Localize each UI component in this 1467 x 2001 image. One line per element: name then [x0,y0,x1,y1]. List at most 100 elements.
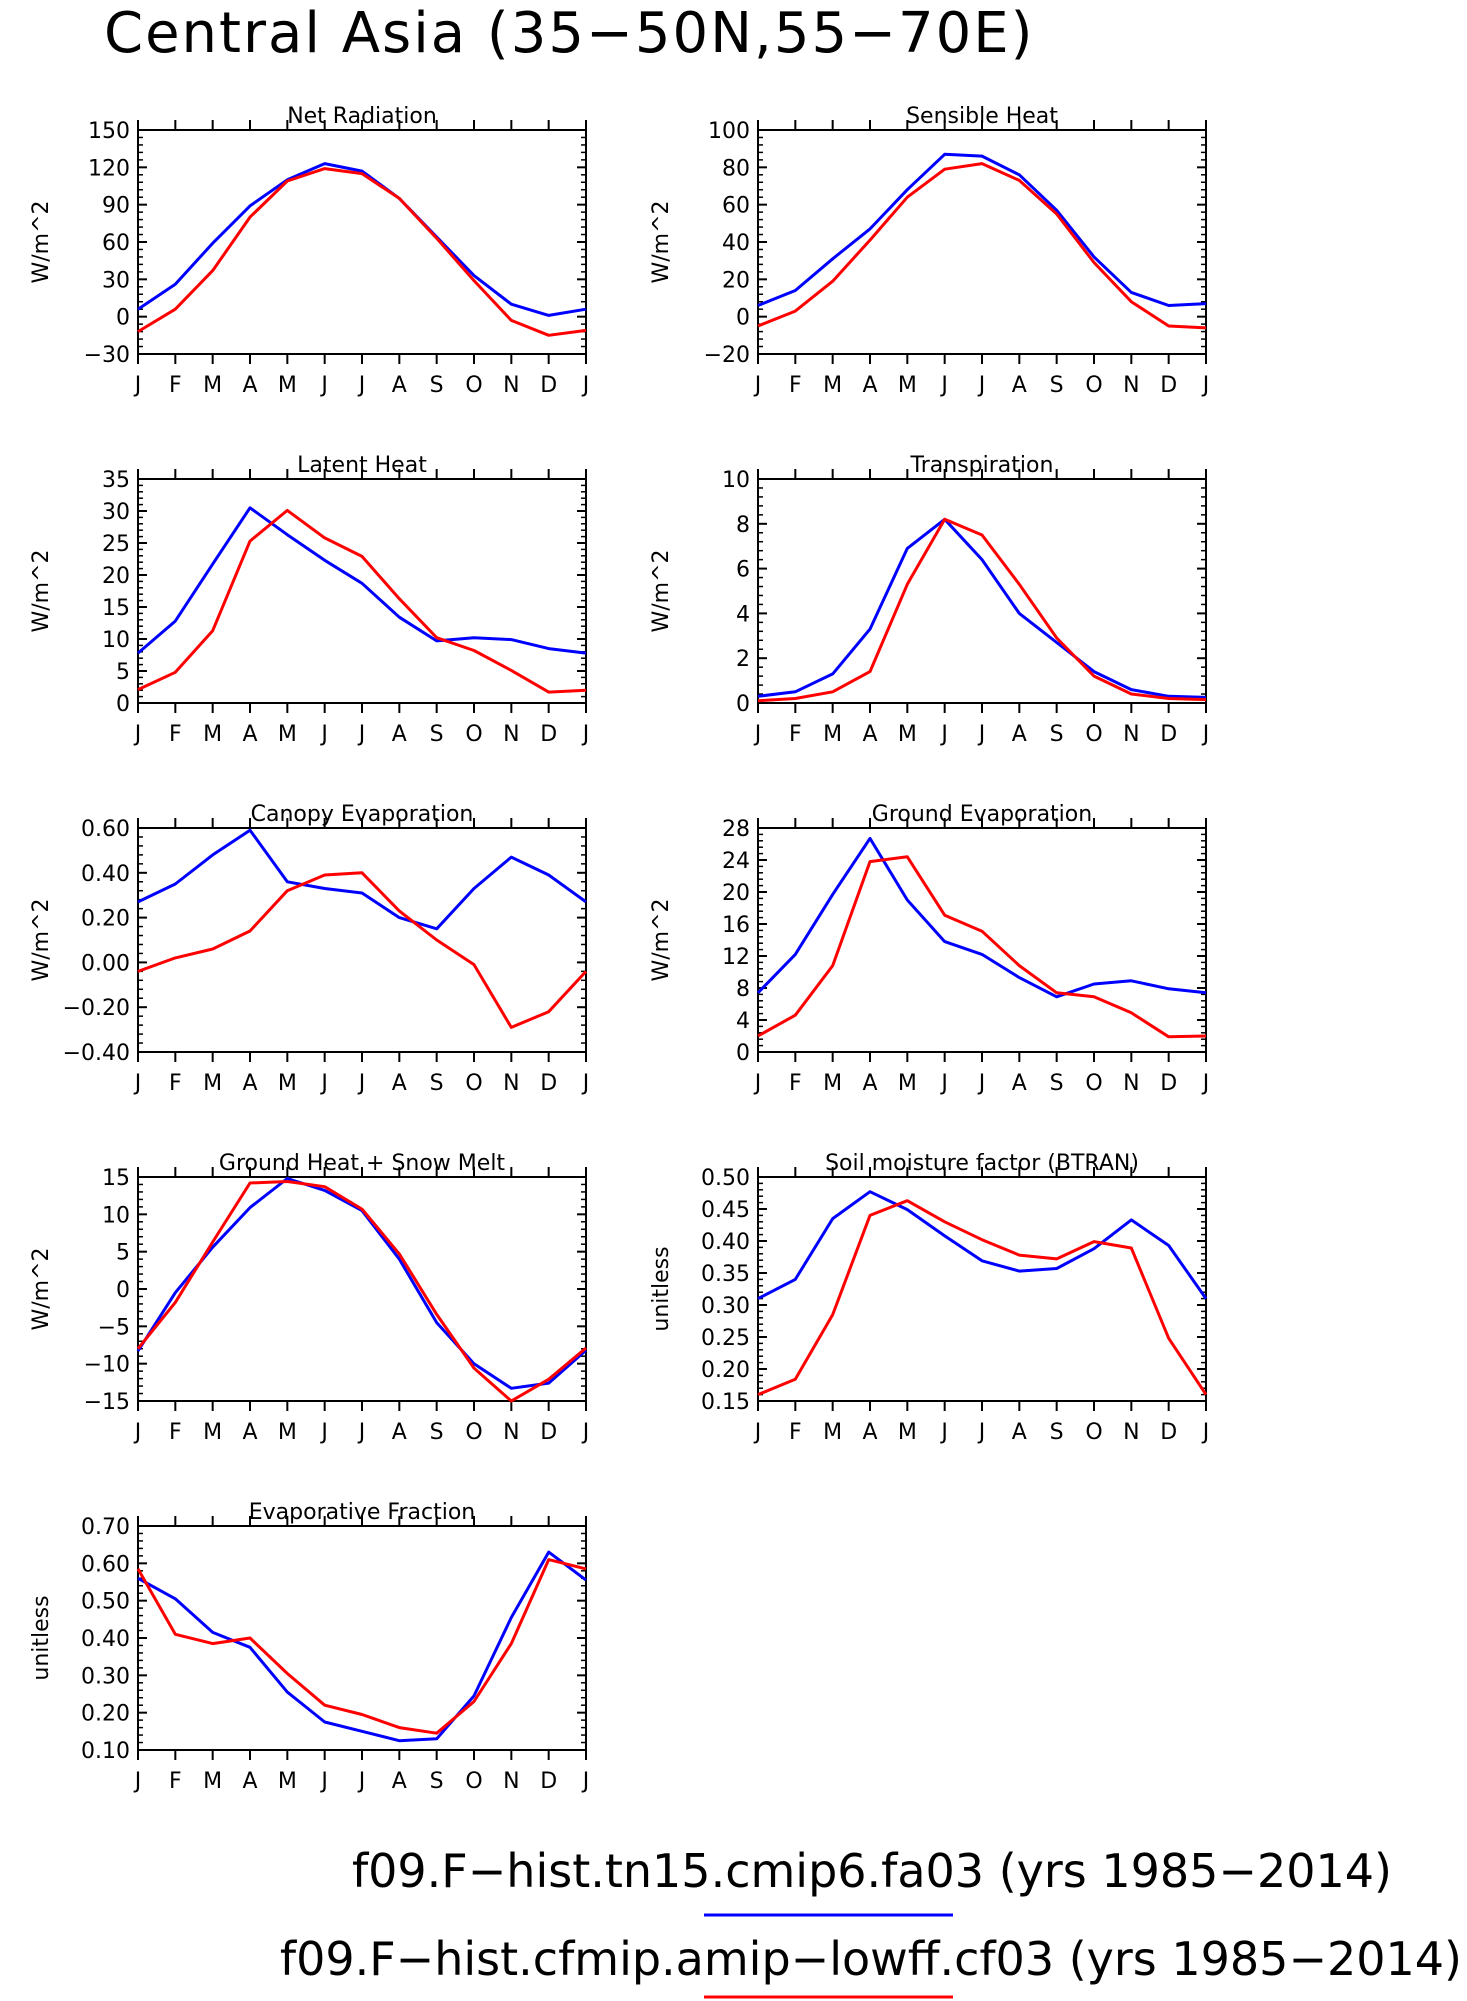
x-tick-label: A [392,722,407,747]
y-tick-label: 0.15 [701,1390,750,1415]
y-tick-label: 12 [722,945,750,970]
x-tick-label: M [278,1769,297,1794]
legend-label-run1: f09.F−hist.tn15.cmip6.fa03 (yrs 1985−201… [352,1844,1392,1898]
legend: f09.F−hist.tn15.cmip6.fa03 (yrs 1985−201… [280,1844,1462,1999]
x-tick-label: S [430,1420,444,1445]
x-tick-label: D [1160,722,1177,747]
series-line-run1 [756,836,1207,999]
x-tick-label: M [898,722,917,747]
x-tick-label: A [242,1769,257,1794]
x-tick-label: D [1160,1071,1177,1096]
x-tick-label: J [581,1420,590,1445]
chart-panel: Ground Heat + Snow MeltW/m^2−15−10−50510… [29,1151,589,1445]
y-tick-label: 0.10 [81,1739,130,1764]
x-tick-label: J [357,1769,366,1794]
y-tick-label: −20 [704,343,750,368]
x-tick-label: M [203,1071,222,1096]
y-tick-label: −30 [84,343,130,368]
x-tick-label: A [392,1071,407,1096]
x-tick-label: S [430,373,444,398]
series-line-run2 [137,508,587,694]
x-tick-label: A [1012,1420,1027,1445]
x-tick-label: F [789,373,802,398]
x-tick-label: J [133,373,142,398]
x-tick-label: M [823,722,842,747]
x-tick-label: A [862,1420,877,1445]
y-axis-label: unitless [29,1595,54,1680]
x-tick-label: J [753,1071,762,1096]
y-tick-label: 0 [736,306,750,331]
y-tick-label: 0 [116,1278,130,1303]
x-tick-label: D [540,373,557,398]
x-tick-label: J [319,722,328,747]
y-tick-label: 0.35 [701,1262,750,1287]
x-tick-label: J [1201,1420,1210,1445]
y-tick-label: 150 [88,119,130,144]
x-tick-label: J [939,1420,948,1445]
x-tick-label: S [1050,722,1064,747]
y-axis-label: unitless [649,1246,674,1331]
y-tick-label: 4 [736,1009,750,1034]
y-tick-label: 0 [116,306,130,331]
y-tick-label: −0.40 [63,1041,130,1066]
x-tick-label: O [1085,1420,1102,1445]
series-line-run1 [137,828,587,931]
x-tick-label: J [319,1071,328,1096]
x-tick-label: M [823,373,842,398]
x-tick-label: N [503,1071,519,1096]
series-line-run2 [137,167,587,337]
x-tick-label: J [1201,373,1210,398]
legend-label-run2: f09.F−hist.cfmip.amip−lowff.cf03 (yrs 19… [280,1932,1462,1986]
series-line-run1 [757,1190,1208,1300]
x-tick-label: S [430,1769,444,1794]
y-tick-label: −0.20 [63,996,130,1021]
y-tick-label: 20 [722,881,750,906]
y-tick-label: 0.50 [701,1166,750,1191]
x-tick-label: J [319,1420,328,1445]
y-tick-label: 15 [102,1166,130,1191]
y-tick-label: 10 [102,1203,130,1228]
y-tick-label: −5 [98,1315,130,1340]
x-tick-label: J [753,1420,762,1445]
y-tick-label: 10 [722,468,750,493]
y-tick-label: 24 [722,849,750,874]
y-tick-label: 0 [736,692,750,717]
y-tick-label: 6 [736,558,750,583]
y-tick-label: 2 [736,647,750,672]
x-tick-label: A [862,373,877,398]
x-tick-label: D [540,722,557,747]
series-line-run2 [136,1558,587,1735]
y-axis-label: W/m^2 [649,549,674,632]
y-tick-label: 0.45 [701,1198,750,1223]
y-tick-label: 5 [116,660,130,685]
x-tick-label: N [1123,1071,1139,1096]
x-tick-label: O [1085,1071,1102,1096]
series-line-run1 [137,506,587,655]
y-axis-label: W/m^2 [29,1247,54,1330]
y-tick-label: 60 [102,231,130,256]
y-tick-label: 4 [736,602,750,627]
x-tick-label: A [242,1420,257,1445]
x-tick-label: F [169,1769,182,1794]
y-tick-label: 25 [102,532,130,557]
y-tick-label: 0 [736,1041,750,1066]
y-tick-label: 0.20 [81,1702,130,1727]
plot-frame [757,1176,1207,1402]
x-tick-label: J [581,1071,590,1096]
chart-panel: Soil moisture factor (BTRAN)unitless0.15… [649,1151,1209,1445]
chart-panel: Canopy EvaporationW/m^2−0.40−0.200.000.2… [29,802,589,1096]
y-axis-label: W/m^2 [29,549,54,632]
y-tick-label: 35 [102,468,130,493]
x-tick-label: J [357,722,366,747]
x-tick-label: M [278,722,297,747]
x-tick-label: D [540,1420,557,1445]
series-line-run2 [757,1199,1208,1396]
x-tick-label: M [203,1769,222,1794]
x-tick-label: M [898,373,917,398]
series-line-run2 [757,517,1207,703]
series-line-run1 [137,162,587,317]
y-tick-label: 15 [102,596,130,621]
y-tick-label: 0.40 [81,1627,130,1652]
